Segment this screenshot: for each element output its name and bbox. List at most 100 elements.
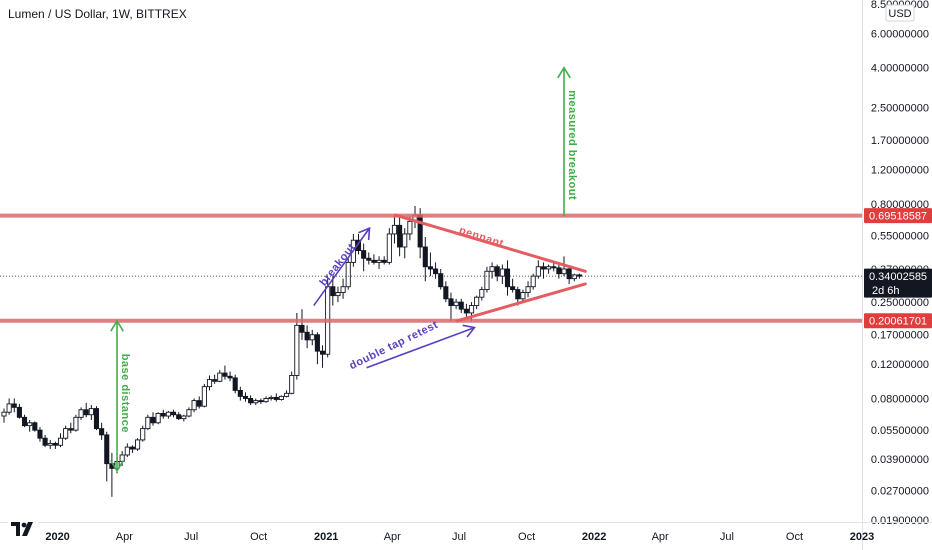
candle-body-up: [376, 259, 382, 263]
candle: [191, 398, 197, 413]
candle: [201, 383, 207, 408]
candle-body-down: [371, 259, 377, 263]
levels-layer: [0, 213, 862, 323]
price-tick-label: 0.12000000: [871, 359, 929, 371]
time-tick-label: 2021: [314, 531, 338, 543]
candle-body-down: [299, 324, 305, 333]
time-tick-label: Oct: [518, 531, 535, 543]
candle: [145, 414, 151, 431]
double-tap-retest-arrow-line: [366, 326, 475, 369]
candle-body-down: [510, 286, 516, 291]
price-badges: 0.69518587 0.34002585 2d 6h 0.20061701: [864, 208, 932, 329]
candle-body-down: [417, 214, 423, 248]
candle-body-down: [458, 301, 464, 310]
time-tick-label: 2023: [850, 531, 874, 543]
time-tick-label: Apr: [116, 531, 133, 543]
candle-body-up: [140, 428, 146, 441]
pennant-layer: [393, 213, 587, 323]
support-price-badge: [864, 313, 932, 329]
candle: [165, 410, 171, 419]
unit-label-box[interactable]: [885, 4, 915, 22]
candle: [52, 441, 58, 450]
candle: [176, 412, 182, 421]
candle-body-up: [340, 286, 346, 293]
candle: [22, 414, 28, 428]
candle: [278, 395, 284, 401]
candle-body-down: [433, 268, 439, 275]
tradingview-logo-icon[interactable]: [8, 518, 38, 540]
candle-body-up: [489, 266, 495, 272]
candle-body-up: [468, 305, 475, 314]
candle-body-down: [504, 268, 511, 288]
candle: [222, 365, 228, 380]
candle-body-up: [479, 289, 485, 298]
candle: [206, 375, 213, 391]
candle-body-down: [237, 389, 243, 397]
candle: [57, 433, 64, 448]
pennant-lower-line[interactable]: [455, 282, 587, 323]
candle: [227, 371, 233, 382]
candle: [135, 438, 141, 451]
candle-body-down: [32, 422, 38, 431]
candle: [304, 325, 310, 349]
candle-body-down: [232, 377, 238, 391]
candle: [253, 398, 259, 406]
base-distance-annotation[interactable]: base distance: [110, 319, 131, 473]
candle: [530, 273, 536, 290]
candle-body-up: [201, 386, 207, 407]
candle: [248, 395, 254, 406]
candle: [422, 237, 428, 282]
candle-body-up: [206, 379, 213, 388]
double-tap-retest-arrow-head: [462, 324, 476, 338]
candle-body-up: [145, 416, 151, 430]
candle-body-up: [191, 400, 197, 411]
candle: [427, 252, 433, 277]
candle-body-up: [561, 268, 567, 275]
candle-body-down: [170, 411, 177, 416]
candle-body-up: [484, 270, 490, 291]
candle-body-up: [78, 409, 84, 418]
candle: [88, 405, 94, 421]
candle-body-up: [407, 220, 413, 235]
base-distance-arrow-tail: [110, 460, 124, 473]
candle-body-down: [273, 396, 279, 400]
resistance-price-label: 0.69518587: [869, 211, 927, 223]
candle: [37, 427, 43, 442]
pennant-upper-line[interactable]: [393, 213, 587, 273]
candle: [99, 422, 105, 440]
candle-body-up: [186, 409, 192, 417]
candle-body-down: [42, 437, 48, 446]
candle: [32, 421, 38, 432]
candle: [453, 298, 459, 310]
candle: [381, 256, 387, 265]
candle-body-down: [566, 268, 572, 280]
candle-body-up: [253, 400, 259, 404]
candle: [510, 278, 516, 293]
candle: [340, 278, 346, 299]
candle-body-up: [335, 292, 341, 297]
candle-body-down: [422, 246, 428, 268]
candle-body-up: [165, 411, 171, 417]
candle: [16, 403, 22, 419]
measured-breakout-label: measured breakout: [566, 90, 578, 200]
candle-body-down: [494, 266, 500, 277]
candle-body-down: [443, 286, 449, 300]
candle: [242, 392, 249, 402]
candle-body-up: [73, 416, 79, 431]
candle: [11, 398, 17, 413]
candle: [499, 264, 505, 284]
time-axis[interactable]: 2020 Apr Jul Oct 2021 Apr Jul Oct 2022 Apr Jul Oct 2…: [0, 522, 932, 544]
candle: [448, 292, 454, 321]
candle: [284, 390, 290, 398]
candle: [232, 374, 238, 394]
candle: [520, 289, 526, 303]
time-tick-label: Jul: [720, 531, 734, 543]
price-axis[interactable]: 8.500000006.000000004.000000002.50000000…: [871, 0, 929, 527]
candle-body-up: [402, 233, 408, 248]
measured-breakout-annotation[interactable]: measured breakout: [557, 66, 578, 217]
candle: [571, 273, 577, 282]
candle-countdown: 2d 6h: [872, 285, 900, 297]
candle: [237, 386, 243, 401]
